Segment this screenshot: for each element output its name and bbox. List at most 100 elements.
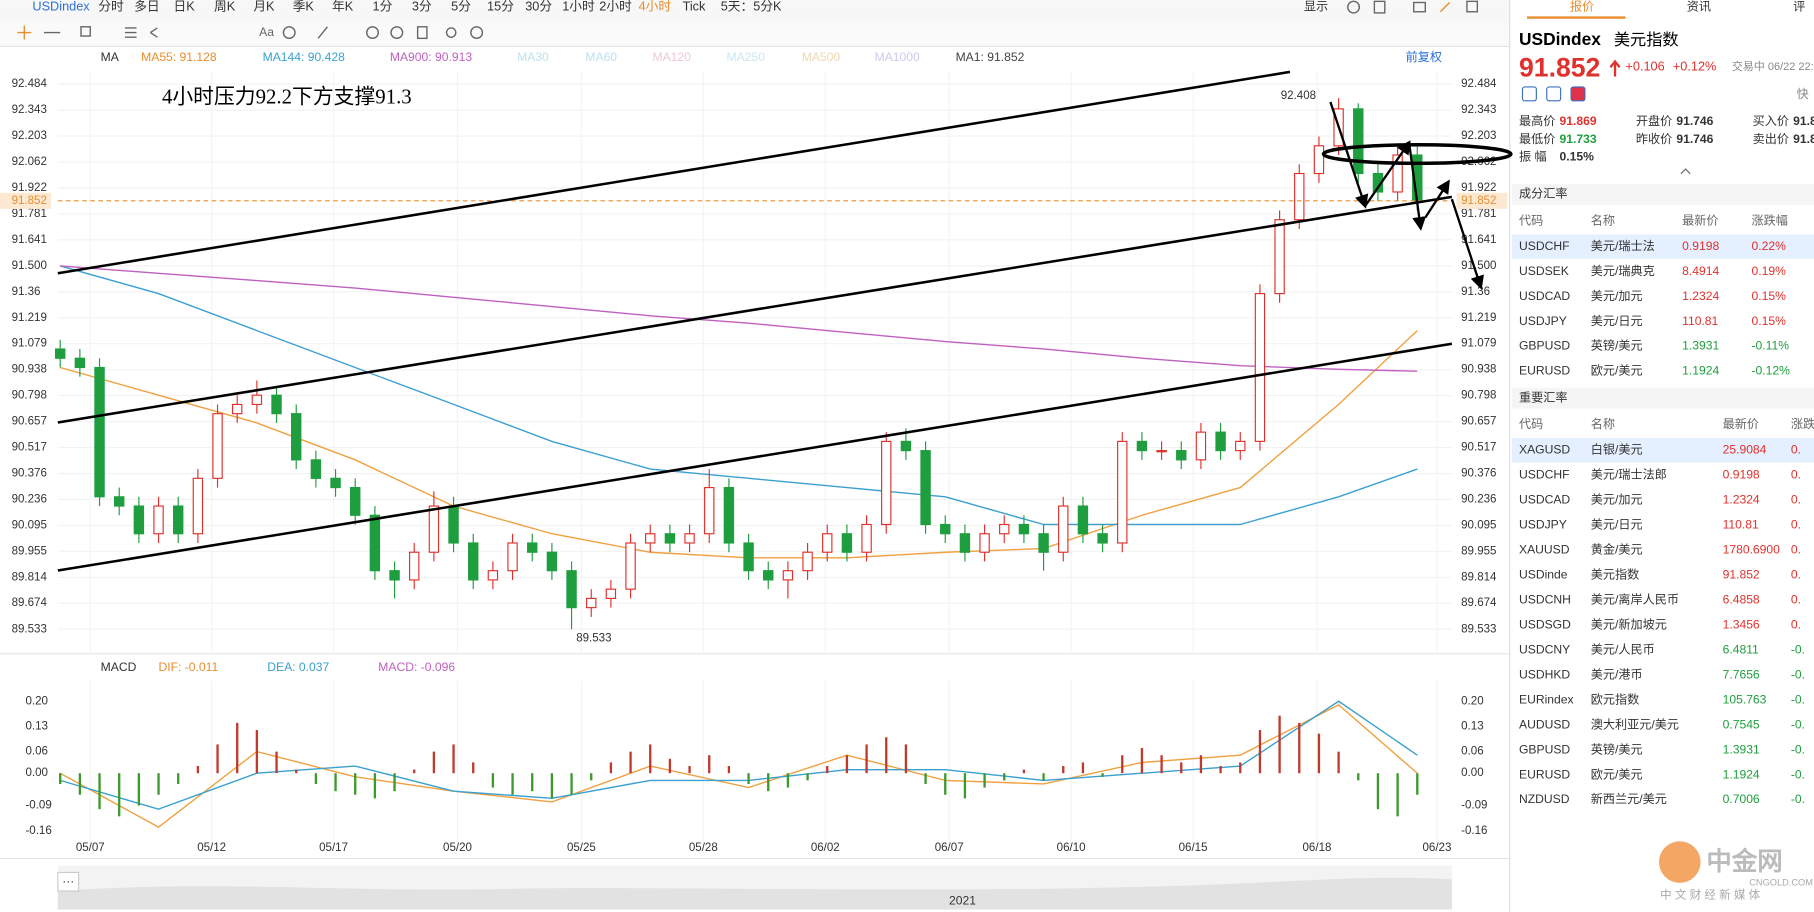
period-tab[interactable]: 1分 xyxy=(373,0,393,13)
y-tick-label: 91.500 xyxy=(1461,260,1496,272)
panel-tab[interactable]: 报价 xyxy=(1570,0,1594,13)
y-tick-label: 89.674 xyxy=(12,597,48,609)
table-cell[interactable]: USDCHF xyxy=(1519,239,1570,253)
candle-body xyxy=(1254,293,1266,442)
table-cell[interactable]: 美元/离岸人民币 xyxy=(1591,591,1679,606)
table-cell[interactable]: 美元/日元 xyxy=(1591,314,1643,328)
table-cell[interactable]: 美元指数 xyxy=(1591,566,1640,581)
period-tab[interactable]: 5天：5分K xyxy=(721,0,782,13)
table-cell[interactable]: EURUSD xyxy=(1519,767,1570,781)
table-cell[interactable]: GBPUSD xyxy=(1519,339,1570,353)
table-cell[interactable]: 欧元指数 xyxy=(1591,691,1640,706)
last-price-box xyxy=(0,192,51,209)
candle-body xyxy=(1313,145,1325,175)
table-cell[interactable]: 美元/新加坡元 xyxy=(1591,616,1667,631)
table-cell[interactable]: 新西兰元/美元 xyxy=(1591,791,1667,806)
quick-button[interactable]: 快 xyxy=(1797,87,1809,101)
table-cell[interactable]: 英镑/美元 xyxy=(1591,338,1643,353)
table-cell[interactable]: 澳大利亚元/美元 xyxy=(1591,717,1679,731)
period-tab[interactable]: 1小时 xyxy=(562,0,595,13)
period-tab[interactable]: 4小时 xyxy=(639,0,672,13)
period-tab[interactable]: 季K xyxy=(293,0,315,13)
table-cell[interactable]: AUDUSD xyxy=(1519,717,1570,731)
table-cell[interactable]: XAUUSD xyxy=(1519,542,1570,556)
indicator-legend: MACD: -0.096 xyxy=(378,660,455,674)
y-tick-label: 91.500 xyxy=(12,260,47,272)
period-tab[interactable]: 年K xyxy=(332,0,354,13)
y-tick-label: 0.20 xyxy=(25,695,47,707)
table-cell[interactable]: 美元/人民币 xyxy=(1591,642,1655,656)
table-cell[interactable]: 英镑/美元 xyxy=(1591,741,1643,756)
candle-body xyxy=(389,570,400,581)
period-tab[interactable]: 多日 xyxy=(134,0,159,13)
y-tick-label: 91.219 xyxy=(12,312,47,324)
adjust-toggle[interactable]: 前复权 xyxy=(1406,49,1442,64)
y-tick-label: 91.36 xyxy=(12,286,41,298)
table-cell[interactable]: USDHKD xyxy=(1519,667,1570,681)
indicator-legend: MA30 xyxy=(517,50,549,64)
column-header: 名称 xyxy=(1591,416,1615,431)
y-tick-label: 91.641 xyxy=(12,234,47,246)
period-tab[interactable]: 周K xyxy=(214,0,236,13)
period-tab[interactable]: 30分 xyxy=(525,0,552,13)
table-cell[interactable]: USDCNY xyxy=(1519,642,1570,656)
table-cell[interactable]: USDCHF xyxy=(1519,467,1570,481)
table-cell[interactable]: USDJPY xyxy=(1519,517,1567,531)
table-cell[interactable]: USDCAD xyxy=(1519,289,1570,303)
panel-tab[interactable]: 资讯 xyxy=(1687,0,1711,13)
table-cell[interactable]: 美元/港币 xyxy=(1591,667,1643,681)
table-cell[interactable]: EURindex xyxy=(1519,692,1574,706)
table-cell: -0. xyxy=(1791,767,1805,781)
period-tab[interactable]: 15分 xyxy=(487,0,514,13)
period-tab[interactable]: 3分 xyxy=(412,0,432,13)
table-cell[interactable]: USDJPY xyxy=(1519,314,1567,328)
navigator-button[interactable] xyxy=(57,871,80,892)
table-cell[interactable]: NZDUSD xyxy=(1519,792,1570,806)
display-menu[interactable]: 显示 xyxy=(1304,0,1328,13)
table-cell[interactable]: USDinde xyxy=(1519,567,1568,581)
table-cell[interactable]: USDCAD xyxy=(1519,492,1570,506)
table-cell[interactable]: 欧元/美元 xyxy=(1591,767,1643,781)
table-cell[interactable]: 美元/加元 xyxy=(1591,492,1643,506)
table-cell[interactable]: USDCNH xyxy=(1519,592,1571,606)
period-tab[interactable]: Tick xyxy=(683,0,706,13)
table-cell[interactable]: XAGUSD xyxy=(1519,442,1570,456)
y-tick-label: 91.079 xyxy=(12,338,47,350)
period-tab[interactable]: 2小时 xyxy=(599,0,632,13)
table-cell: 6.4858 xyxy=(1723,592,1760,606)
table-cell[interactable]: 美元/瑞士法郎 xyxy=(1591,467,1667,481)
column-header: 代码 xyxy=(1519,213,1543,227)
period-tab[interactable]: 5分 xyxy=(451,0,471,13)
table-cell: 110.81 xyxy=(1682,314,1718,328)
table-cell[interactable]: GBPUSD xyxy=(1519,742,1570,756)
period-tab[interactable]: 日K xyxy=(174,0,196,13)
panel-tab[interactable]: 评 xyxy=(1793,0,1805,13)
period-tab[interactable]: 月K xyxy=(253,0,275,13)
column-header: 涨跌 xyxy=(1791,416,1814,431)
y-tick-label: 91.079 xyxy=(1461,338,1496,350)
table-cell[interactable]: 美元/加元 xyxy=(1591,289,1643,303)
table-cell[interactable]: 欧元/美元 xyxy=(1591,364,1643,378)
table-cell[interactable]: 美元/日元 xyxy=(1591,517,1643,531)
row-highlight xyxy=(1512,438,1814,463)
period-tab[interactable]: 分时 xyxy=(98,0,124,13)
table-cell[interactable]: 美元/瑞士法 xyxy=(1591,239,1655,253)
table-cell[interactable]: USDSGD xyxy=(1519,617,1571,631)
y-tick-label: 92.203 xyxy=(1461,130,1496,142)
last-price-label: 91.852 xyxy=(12,195,47,207)
symbol-tab[interactable]: USDindex xyxy=(32,0,90,13)
stat-value: 0.15% xyxy=(1559,150,1594,164)
toolbar-icons xyxy=(17,0,1479,40)
table-cell[interactable]: 黄金/美元 xyxy=(1591,541,1643,556)
table-cell[interactable]: EURUSD xyxy=(1519,364,1570,378)
candle-body xyxy=(940,523,951,535)
stat-value: 91.746 xyxy=(1676,114,1713,128)
x-tick-label: 05/20 xyxy=(443,842,472,854)
table-cell: -0. xyxy=(1791,642,1805,656)
table-cell[interactable]: 美元/瑞典克 xyxy=(1591,264,1655,278)
slogan: 中 文 财 经 新 媒 体 xyxy=(1660,888,1761,902)
table-cell[interactable]: USDSEK xyxy=(1519,264,1569,278)
navigator-area xyxy=(57,877,1452,910)
table-cell[interactable]: 白银/美元 xyxy=(1591,441,1643,456)
